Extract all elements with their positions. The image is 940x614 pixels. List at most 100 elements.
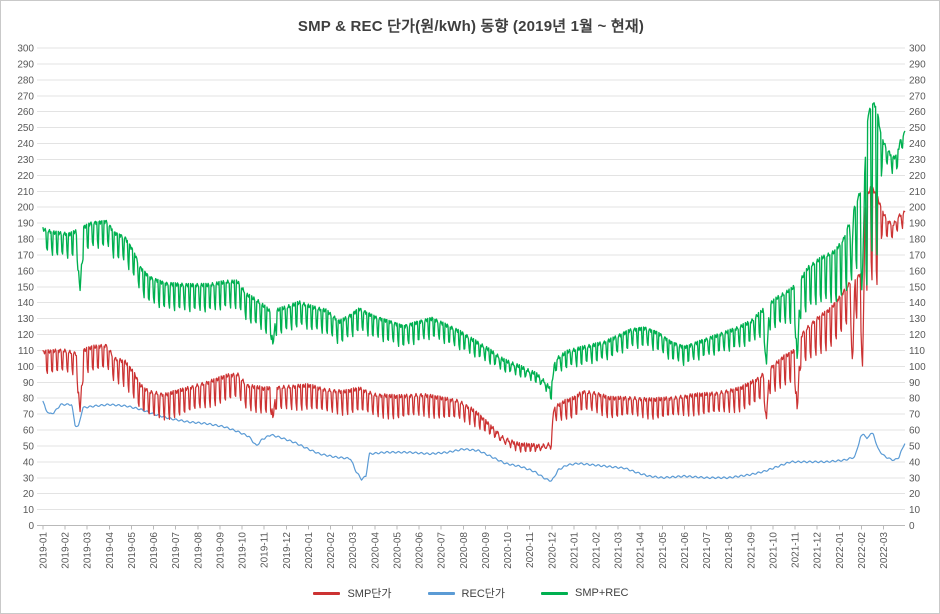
x-axis-label: 2019-06 (149, 532, 160, 569)
y-axis-label: 100 (17, 362, 34, 373)
y-axis-label: 250 (909, 123, 926, 134)
x-axis-label: 2019-12 (282, 532, 293, 569)
y-axis-label: 140 (909, 298, 926, 309)
y-axis-label: 190 (909, 219, 926, 230)
y-axis-label: 200 (17, 203, 34, 214)
y-axis-label: 130 (17, 314, 34, 325)
x-axis-label: 2021-05 (658, 532, 669, 569)
y-axis-label: 200 (909, 203, 926, 214)
x-axis-label: 2021-09 (746, 532, 757, 569)
y-axis-label: 190 (17, 219, 34, 230)
x-axis-label: 2022-03 (879, 532, 890, 569)
series-line-SMP+REC (42, 102, 906, 400)
y-axis-label: 170 (17, 250, 34, 261)
y-axis-label: 160 (17, 266, 34, 277)
x-axis-label: 2020-06 (415, 532, 426, 569)
legend-item: SMP+REC (541, 587, 629, 599)
x-axis-label: 2022-01 (835, 532, 846, 569)
y-axis-label: 0 (28, 521, 34, 532)
y-axis-label: 10 (909, 505, 921, 516)
y-axis-label: 150 (17, 282, 34, 293)
legend-line-swatch (427, 591, 455, 595)
y-axis-label: 240 (909, 139, 926, 150)
x-axis-label: 2020-07 (437, 532, 448, 569)
series-line-REC단가 (42, 400, 906, 482)
legend-label: SMP단가 (347, 588, 392, 600)
y-axis-label: 170 (909, 250, 926, 261)
axis-ticks (42, 525, 885, 530)
y-axis-label: 100 (909, 362, 926, 373)
y-axis-label: 290 (909, 59, 926, 70)
x-axis-label: 2019-10 (238, 532, 249, 569)
x-axis-label: 2021-06 (680, 532, 691, 569)
x-axis-label: 2020-01 (304, 532, 315, 569)
x-axis-label: 2020-03 (348, 532, 359, 569)
x-axis-label: 2019-03 (83, 532, 94, 569)
y-axis-label: 270 (17, 91, 34, 102)
x-axis-label: 2020-05 (392, 532, 403, 569)
gridlines (37, 47, 905, 526)
chart-title: SMP & REC 단가(원/kWh) 동향 (2019년 1월 ~ 현재) (297, 18, 645, 35)
y-axis-label: 300 (909, 44, 926, 55)
y-axis-label: 220 (909, 171, 926, 182)
x-axis-label: 2021-07 (702, 532, 713, 569)
y-axis-label: 270 (909, 91, 926, 102)
x-axis-label: 2019-11 (260, 532, 271, 568)
y-axis-label: 160 (909, 266, 926, 277)
y-axis-label: 20 (909, 489, 921, 500)
y-axis-label: 120 (17, 330, 34, 341)
x-axis-label: 2021-08 (724, 532, 735, 569)
y-axis-label: 260 (909, 107, 926, 118)
y-axis-label: 290 (17, 59, 34, 70)
x-axis-label: 2021-10 (768, 532, 779, 569)
legend-label: REC단가 (461, 588, 506, 600)
y-axis-label: 40 (23, 457, 35, 468)
y-axis-label: 30 (23, 473, 35, 484)
y-axis-label: 130 (909, 314, 926, 325)
legend: SMP단가 REC단가 SMP+REC (1, 585, 939, 601)
y-axis-label: 70 (909, 410, 921, 421)
y-axis-label: 0 (909, 521, 915, 532)
legend-item: SMP단가 (313, 585, 392, 601)
y-axis-labels-right: 0 10 20 30 40 50 60 70 80 90 100 110 120 130 140 150 160… (909, 44, 926, 533)
y-axis-label: 280 (909, 75, 926, 86)
x-axis-label: 2020-11 (525, 532, 536, 568)
y-axis-label: 80 (23, 394, 35, 405)
x-axis-label: 2020-10 (503, 532, 514, 569)
x-axis-label: 2019-07 (171, 532, 182, 569)
y-axis-label: 90 (23, 378, 35, 389)
y-axis-label: 50 (23, 441, 35, 452)
x-axis-label: 2021-12 (813, 532, 824, 569)
x-axis-label: 2020-12 (547, 532, 558, 569)
x-axis-label: 2020-08 (459, 532, 470, 569)
x-axis-label: 2021-01 (569, 532, 580, 569)
y-axis-label: 60 (23, 426, 35, 437)
data-series (42, 102, 906, 482)
x-axis-label: 2021-04 (636, 532, 647, 569)
y-axis-label: 180 (909, 235, 926, 246)
y-axis-label: 240 (17, 139, 34, 150)
y-axis-label: 220 (17, 171, 34, 182)
x-axis-label: 2019-08 (193, 532, 204, 569)
y-axis-label: 300 (17, 44, 34, 55)
series-line-SMP단가 (42, 185, 906, 453)
y-axis-label: 250 (17, 123, 34, 134)
legend-line-swatch (541, 591, 569, 595)
y-axis-label: 60 (909, 426, 921, 437)
y-axis-label: 40 (909, 457, 921, 468)
y-axis-label: 230 (909, 155, 926, 166)
y-axis-label: 180 (17, 235, 34, 246)
y-axis-label: 210 (909, 187, 926, 198)
y-axis-label: 20 (23, 489, 35, 500)
y-axis-label: 280 (17, 75, 34, 86)
x-axis-label: 2020-09 (481, 532, 492, 569)
y-axis-label: 120 (909, 330, 926, 341)
y-axis-label: 50 (909, 441, 921, 452)
x-axis-label: 2021-03 (614, 532, 625, 569)
y-axis-label: 90 (909, 378, 921, 389)
x-axis-label: 2019-09 (215, 532, 226, 569)
x-axis-label: 2020-04 (370, 532, 381, 569)
y-axis-label: 110 (18, 346, 34, 357)
